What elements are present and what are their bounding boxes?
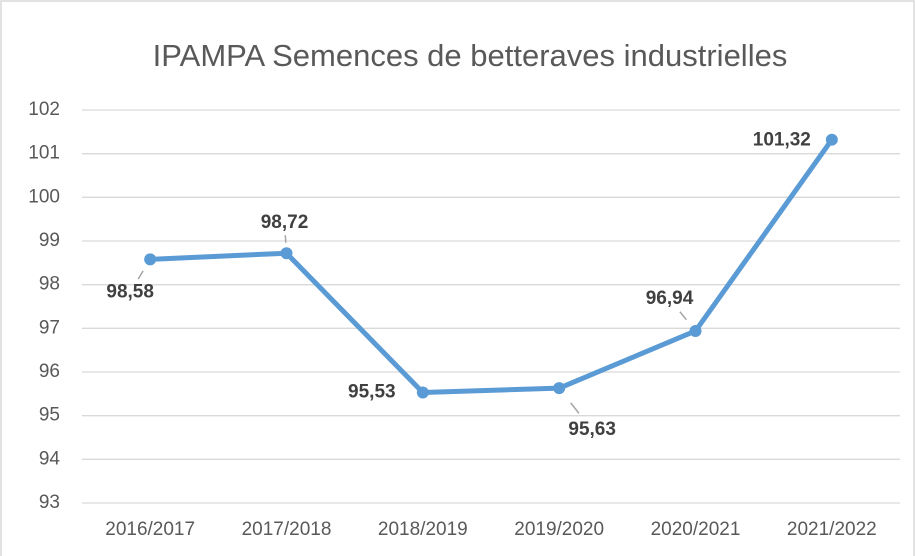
y-tick-label: 101: [28, 143, 60, 164]
data-point: [825, 133, 838, 146]
y-tick-label: 98: [39, 274, 60, 295]
data-label: 96,94: [646, 288, 694, 309]
x-tick-label: 2017/2018: [242, 519, 332, 540]
leader-line: [284, 235, 287, 243]
data-label: 98,72: [261, 212, 309, 233]
data-label: 98,58: [106, 281, 154, 302]
x-tick-label: 2021/2022: [787, 519, 877, 540]
y-tick-label: 102: [28, 99, 60, 120]
x-tick-label: 2020/2021: [651, 519, 741, 540]
data-label: 95,63: [568, 419, 616, 440]
x-tick-label: 2019/2020: [514, 519, 604, 540]
y-tick-label: 94: [39, 448, 61, 469]
y-tick-label: 97: [39, 317, 60, 338]
chart-title: IPAMPA Semences de betteraves industriel…: [153, 38, 788, 73]
y-tick-label: 99: [39, 230, 60, 251]
data-label: 95,53: [348, 382, 396, 403]
leader-line: [679, 311, 687, 321]
data-line: [150, 138, 834, 396]
x-tick-label: 2016/2017: [105, 519, 195, 540]
leader-line: [570, 402, 580, 414]
x-tick-label: 2018/2019: [378, 519, 468, 540]
data-label: 101,32: [753, 130, 811, 151]
data-point: [689, 324, 702, 337]
data-point: [416, 386, 429, 399]
y-tick-label: 93: [39, 492, 60, 513]
y-tick-label: 96: [39, 361, 60, 382]
y-tick-label: 100: [28, 186, 60, 207]
data-point: [280, 247, 293, 260]
data-point: [553, 382, 566, 395]
y-tick-label: 95: [39, 405, 60, 426]
data-point: [144, 253, 157, 266]
leader-line: [137, 270, 144, 280]
